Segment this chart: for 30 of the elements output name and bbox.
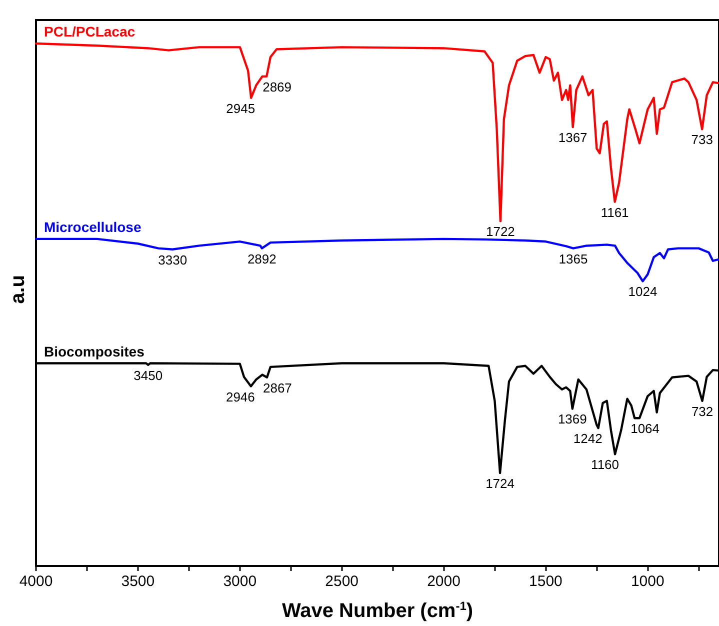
annotation: 1160 [591, 457, 620, 472]
series-label: PCL/PCLacac [44, 24, 136, 40]
annotation: 2946 [226, 389, 255, 404]
annotation: 1724 [486, 476, 514, 491]
x-tick-label: 3000 [223, 573, 257, 590]
annotation: 732 [691, 404, 714, 419]
annotation: 1064 [630, 421, 660, 436]
annotation: 1369 [558, 412, 587, 427]
annotation: 2867 [262, 380, 292, 396]
series-label: Microcellulose [44, 218, 142, 235]
annotation: 733 [691, 132, 713, 148]
x-tick-label: 2500 [325, 573, 359, 590]
x-tick-label: 3500 [121, 573, 155, 590]
annotation: 3450 [134, 368, 163, 383]
annotation: 2869 [262, 79, 292, 94]
annotation: 2945 [226, 100, 256, 116]
y-axis-title: a.u [7, 274, 29, 304]
annotation: 1161 [600, 204, 629, 220]
annotation: 2892 [247, 251, 276, 266]
x-tick-label: 2000 [427, 573, 460, 590]
x-tick-label: 1000 [630, 573, 664, 590]
x-tick-label: 1500 [529, 573, 562, 590]
annotation: 1365 [558, 251, 588, 266]
series-label: Biocomposites [44, 343, 145, 360]
annotation: 3330 [158, 252, 188, 268]
annotation: 1367 [558, 130, 588, 146]
annotation: 1242 [573, 431, 602, 446]
annotation: 1722 [486, 224, 515, 240]
annotation: 1024 [628, 284, 658, 300]
x-tick-label: 4000 [19, 573, 53, 590]
